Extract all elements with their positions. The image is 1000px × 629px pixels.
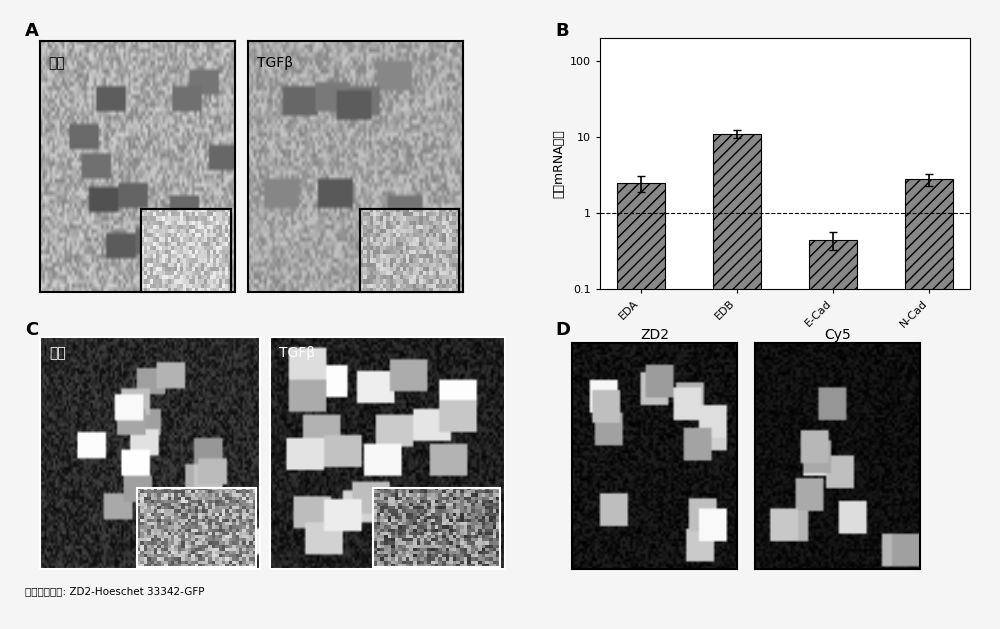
Bar bbox=[809, 240, 857, 629]
Text: TGFβ: TGFβ bbox=[257, 56, 293, 70]
Text: A: A bbox=[25, 22, 39, 40]
Text: C: C bbox=[25, 321, 38, 339]
Title: Cy5: Cy5 bbox=[824, 328, 851, 342]
Bar bbox=[905, 179, 953, 629]
Text: TGFβ: TGFβ bbox=[279, 346, 315, 360]
Text: D: D bbox=[555, 321, 570, 339]
Title: ZD2: ZD2 bbox=[640, 328, 669, 342]
Y-axis label: 相对mRNA水平: 相对mRNA水平 bbox=[553, 129, 566, 198]
Text: B: B bbox=[555, 22, 569, 40]
Text: 对照: 对照 bbox=[49, 346, 66, 360]
Bar bbox=[713, 134, 761, 629]
Bar bbox=[141, 209, 231, 292]
Bar bbox=[617, 183, 665, 629]
Bar bbox=[360, 209, 459, 292]
Text: 活细胞的结合: ZD2-Hoeschet 33342-GFP: 活细胞的结合: ZD2-Hoeschet 33342-GFP bbox=[25, 586, 205, 596]
Text: 对照: 对照 bbox=[48, 56, 65, 70]
